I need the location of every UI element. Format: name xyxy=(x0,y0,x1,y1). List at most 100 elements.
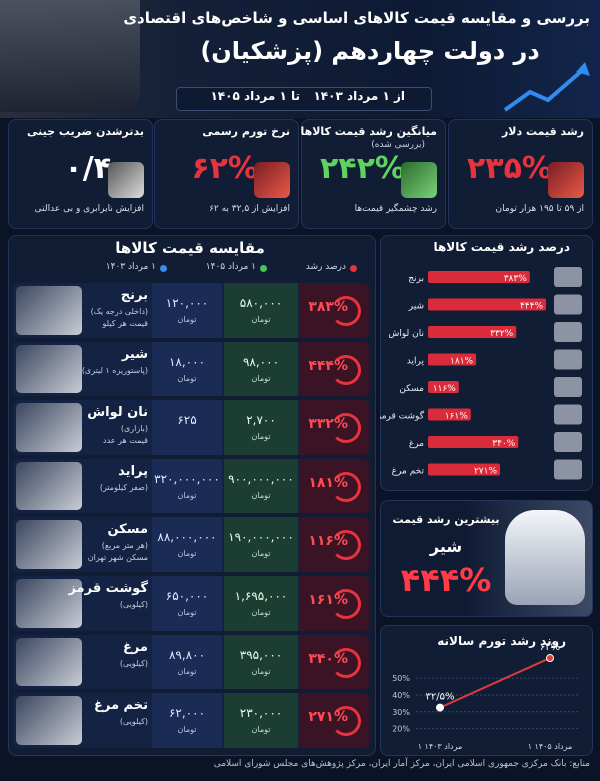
price-new: ۵۸۰,۰۰۰ xyxy=(239,296,283,310)
item-detail: (پاستوریزه ۱ لیتری) xyxy=(81,365,148,375)
highlight-item: شیر xyxy=(429,537,463,556)
category-label: نان لواش xyxy=(388,329,424,339)
bar xyxy=(428,271,530,283)
price-new: ۹۸,۰۰۰ xyxy=(242,354,280,369)
legend-dot xyxy=(260,265,267,272)
unit-old: تومان xyxy=(177,725,197,735)
new-cell xyxy=(224,576,298,631)
new-cell xyxy=(224,634,298,690)
header-arrow-icon xyxy=(503,62,590,112)
stat-note: افزایش نابرابری و بی عدالتی xyxy=(34,204,144,214)
growth-ring xyxy=(331,647,361,678)
stat-note: از ۵۹ تا ۱۹۵ هزار تومان xyxy=(495,204,584,214)
value-label: ۳۲/۵% xyxy=(426,692,455,703)
item-image xyxy=(16,696,82,745)
price-old: ۱۲۰,۰۰۰ xyxy=(165,296,209,310)
stat-icon xyxy=(108,162,144,198)
legend-dot xyxy=(350,265,357,272)
point xyxy=(546,654,554,663)
item-detail: (صفر کیلومتر) xyxy=(99,482,148,492)
x-tick-label: ۱ مرداد ۱۴۰۵ xyxy=(528,742,573,751)
unit-new: تومان xyxy=(251,432,271,442)
stat-title: میانگین رشد قیمت کالاها xyxy=(300,125,437,138)
old-cell xyxy=(152,341,222,397)
stat-icon xyxy=(548,162,584,198)
item-name: گوشت قرمز xyxy=(68,581,148,596)
chart-title: روند رشد تورم سالانه xyxy=(437,634,566,649)
stat-note: رشد چشمگیر قیمت‌ها xyxy=(354,204,437,214)
price-new: ۲۳۰,۰۰۰ xyxy=(239,706,283,721)
item-name: تخم مرغ xyxy=(94,698,148,714)
category-label: شیر xyxy=(408,302,424,312)
unit-old: تومان xyxy=(177,315,197,324)
category-label: مسکن xyxy=(399,384,424,394)
item-detail: قیمت هر عدد xyxy=(103,436,148,446)
stat-title: نرخ تورم رسمی xyxy=(202,125,290,138)
new-cell xyxy=(224,693,298,748)
bar xyxy=(428,298,546,311)
value-label: ۳۴۰% xyxy=(492,439,516,449)
header-photo xyxy=(0,0,140,112)
price-new: ۱,۶۹۵,۰۰۰ xyxy=(234,589,288,603)
stat-value: ۰/۴ xyxy=(64,151,112,186)
price-old: ۶۵۰,۰۰۰ xyxy=(165,589,209,603)
old-cell xyxy=(152,634,222,690)
legend-label: درصد رشد xyxy=(305,262,346,272)
bar xyxy=(428,463,501,476)
unit-new: تومان xyxy=(251,373,271,383)
unit-old: تومان xyxy=(177,608,197,617)
category-label: برنج xyxy=(408,274,424,284)
item-name: مرغ xyxy=(122,639,148,655)
date-from: از ۱ مرداد ۱۴۰۳ xyxy=(313,89,405,103)
unit-old: تومان xyxy=(177,549,197,559)
item-image xyxy=(16,344,82,394)
date-to: تا ۱ مرداد ۱۴۰۵ xyxy=(210,89,300,103)
bar xyxy=(428,326,517,338)
value-label: ۳۸۳% xyxy=(504,274,528,284)
price-new: ۹۰۰,۰۰۰,۰۰۰ xyxy=(228,471,294,486)
growth-value: ۱۱۶% xyxy=(308,533,348,550)
x-tick-label: ۱ مرداد ۱۴۰۳ xyxy=(418,742,463,751)
legend-label: ۱ مرداد ۱۴۰۵ xyxy=(205,262,256,272)
bar xyxy=(428,408,471,421)
item-image xyxy=(16,461,82,511)
price-old: ۶۲,۰۰۰ xyxy=(168,706,206,721)
comparison-title: مقایسه قیمت کالاها xyxy=(115,239,265,257)
y-tick-label: 30% xyxy=(392,708,410,717)
growth-ring xyxy=(331,589,361,619)
item-detail: (کیلویی) xyxy=(119,658,148,668)
category-label: تخم مرغ xyxy=(392,467,425,477)
unit-new: تومان xyxy=(251,490,271,500)
price-old: ۶۲۵ xyxy=(177,413,197,428)
item-name: نان لواش xyxy=(87,405,148,421)
price-old: ۸۹,۸۰۰ xyxy=(168,647,206,662)
value-label: ۶۲% xyxy=(540,642,560,653)
price-old: ۱۸,۰۰۰ xyxy=(168,354,206,369)
stat-title: بدترشدن ضریب جینی xyxy=(27,125,144,138)
category-label: گوشت قرمز xyxy=(380,410,425,422)
value-label: ۱۱۶% xyxy=(433,384,457,394)
subtitle: در دولت چهاردهم (پزشکیان) xyxy=(200,37,540,65)
old-cell xyxy=(152,576,222,631)
item-icon xyxy=(554,349,582,370)
new-cell xyxy=(224,283,298,338)
price-new: ۲,۷۰۰ xyxy=(246,413,276,428)
growth-value: ۱۸۱% xyxy=(308,474,348,491)
item-detail: (کیلویی) xyxy=(119,717,148,727)
growth-chart: درصد رشد قیمت کالاها برنج ۳۸۳% شیر ۴۴۴% نان ل… xyxy=(380,240,582,480)
old-cell xyxy=(152,458,222,514)
stat-icon xyxy=(401,162,437,198)
y-tick-label: 40% xyxy=(392,691,410,700)
bar xyxy=(428,436,519,448)
item-name: برنج xyxy=(120,288,148,303)
item-icon xyxy=(554,294,582,315)
growth-value: ۴۴۴% xyxy=(308,357,348,374)
item-icon xyxy=(554,459,582,480)
item-image xyxy=(16,579,82,628)
y-tick-label: 50% xyxy=(392,674,410,683)
inflation-panel xyxy=(380,625,593,756)
value-label: ۳۳۲% xyxy=(490,329,514,339)
value-label: ۴۴۴% xyxy=(520,302,544,312)
item-detail: (هر متر مربع) xyxy=(101,541,148,551)
